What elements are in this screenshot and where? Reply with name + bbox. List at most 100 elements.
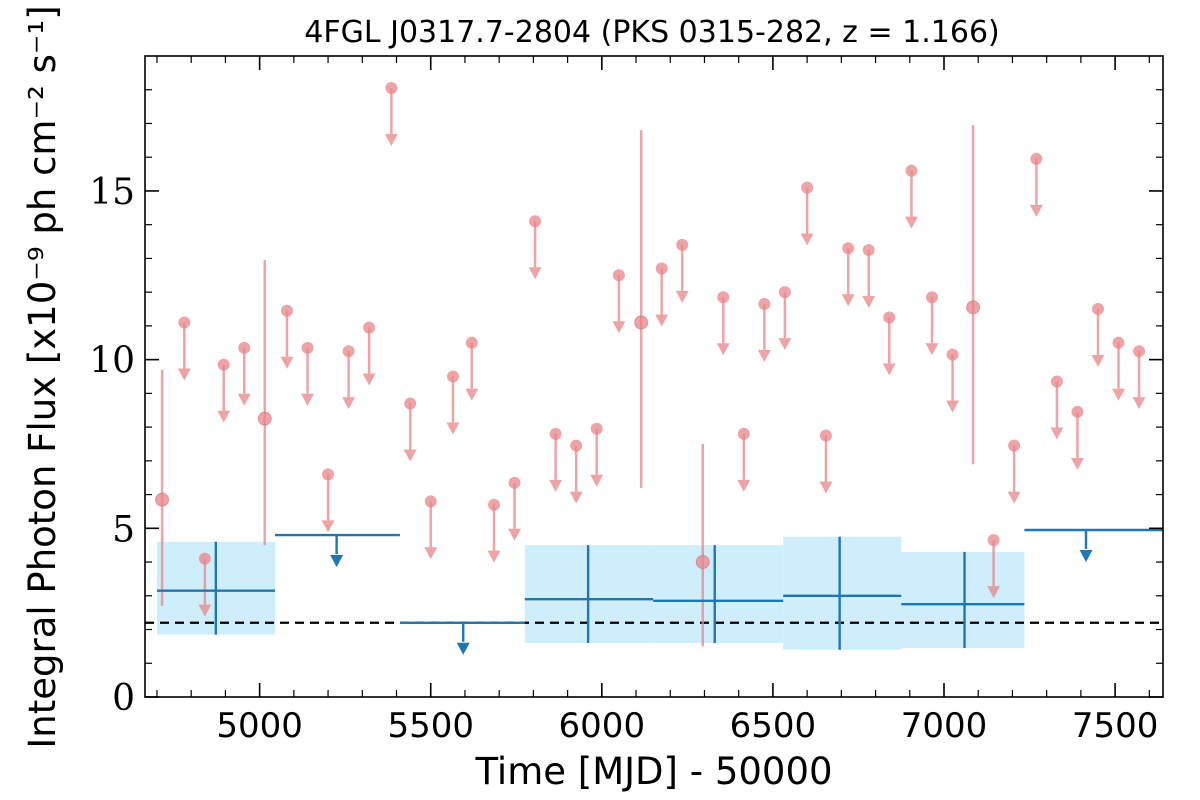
fine-upper-limit-arrow [675, 290, 689, 303]
fine-upper-limit-arrow [569, 491, 583, 504]
x-tick-label: 7500 [1072, 706, 1159, 746]
fine-upper-limit-arrow [280, 356, 294, 369]
fine-upper-limit-marker [549, 427, 562, 440]
x-tick-label: 7000 [901, 706, 988, 746]
fine-upper-limit-arrow [778, 338, 792, 351]
fine-upper-limit-marker [446, 370, 459, 383]
fine-upper-limit-arrow [800, 233, 814, 246]
fine-upper-limit-arrow [862, 295, 876, 308]
fine-upper-limit-arrow [465, 388, 479, 401]
fine-upper-limit-arrow [487, 550, 501, 563]
fine-upper-limit-arrow [757, 349, 771, 362]
fine-upper-limit-marker [946, 348, 959, 361]
fine-upper-limit-arrow [612, 321, 626, 334]
y-tick-label: 10 [89, 341, 135, 382]
fine-upper-limit-marker [1030, 152, 1043, 165]
fine-upper-limit-marker [862, 243, 875, 256]
fine-upper-limit-marker [178, 316, 191, 329]
fine-upper-limit-arrow [342, 397, 356, 410]
fine-upper-limit-marker [508, 476, 521, 489]
y-tick-label: 15 [89, 172, 135, 213]
fine-upper-limit-arrow [1050, 427, 1064, 440]
fine-upper-limit-marker [465, 336, 478, 349]
fine-upper-limit-marker [883, 311, 896, 324]
fine-upper-limit-arrow [987, 586, 1001, 599]
fine-upper-limit-marker [676, 238, 689, 251]
fine-upper-limit-marker [819, 429, 832, 442]
fine-upper-limit-arrow [528, 267, 542, 280]
fine-upper-limit-arrow [1112, 388, 1126, 401]
fine-upper-limit-marker [987, 534, 1000, 547]
fine-upper-limit-marker [570, 439, 583, 452]
fine-upper-limit-arrow [362, 373, 376, 386]
fine-upper-limit-arrow [1029, 204, 1043, 217]
fine-upper-limit-marker [717, 291, 730, 304]
fine-upper-limit-arrow [177, 368, 191, 381]
fine-upper-limit-arrow [1132, 397, 1146, 410]
fine-upper-limit-marker [342, 345, 355, 358]
coarse-error-band [653, 545, 784, 644]
fine-upper-limit-marker [198, 552, 211, 565]
fine-upper-limit-marker [842, 242, 855, 255]
fine-data-point [257, 411, 272, 426]
fine-upper-limit-marker [926, 291, 939, 304]
y-tick-label: 0 [112, 678, 135, 719]
fine-upper-limit-marker [281, 304, 294, 317]
fine-upper-limit-arrow [301, 393, 315, 406]
fine-upper-limit-arrow [925, 343, 939, 356]
fine-upper-limit-arrow [1091, 355, 1105, 368]
fine-upper-limit-marker [1008, 439, 1021, 452]
fine-upper-limit-marker [778, 286, 791, 299]
y-tick-label: 5 [112, 509, 135, 550]
fine-upper-limit-marker [1091, 303, 1104, 316]
fine-upper-limit-marker [217, 358, 230, 371]
coarse-upper-limit-arrow [456, 642, 470, 655]
coarse-upper-limit-arrow [330, 555, 344, 568]
fine-upper-limit-marker [612, 269, 625, 282]
fine-upper-limit-marker [655, 262, 668, 275]
x-axis-label: Time [MJD] - 50000 [474, 750, 832, 793]
fine-upper-limit-marker [1071, 405, 1084, 418]
fine-upper-limit-arrow [508, 528, 522, 541]
x-tick-label: 5500 [387, 706, 474, 746]
fine-data-point [966, 300, 981, 315]
fine-upper-limit-marker [488, 498, 501, 511]
fine-upper-limit-arrow [655, 314, 669, 327]
fine-upper-limit-arrow [321, 520, 335, 533]
fine-upper-limit-marker [529, 215, 542, 228]
fine-upper-limit-marker [590, 422, 603, 435]
fine-upper-limit-arrow [424, 547, 438, 560]
fine-upper-limit-arrow [904, 216, 918, 229]
fine-upper-limit-arrow [590, 474, 604, 487]
coarse-upper-limit-arrow [1079, 549, 1093, 562]
chart-title-text: 4FGL J0317.7-2804 (PKS 0315-282, z = 1.1… [304, 15, 999, 50]
fine-upper-limit-marker [322, 468, 335, 481]
fine-upper-limit-marker [404, 397, 417, 410]
x-tick-label: 6000 [559, 706, 646, 746]
fine-upper-limit-arrow [217, 410, 231, 423]
fine-upper-limit-arrow [237, 393, 251, 406]
fine-upper-limit-marker [758, 297, 771, 310]
fine-upper-limit-arrow [549, 479, 563, 492]
fine-upper-limit-arrow [1007, 491, 1021, 504]
fine-upper-limit-arrow [819, 481, 833, 494]
fine-upper-limit-arrow [198, 604, 212, 617]
fine-upper-limit-arrow [384, 134, 398, 147]
plot-frame [144, 55, 1164, 698]
fine-upper-limit-arrow [946, 400, 960, 413]
fine-upper-limit-marker [737, 427, 750, 440]
fine-upper-limit-arrow [716, 343, 730, 356]
fine-upper-limit-arrow [1070, 457, 1084, 470]
fine-data-point [695, 555, 710, 570]
fine-upper-limit-marker [1133, 345, 1146, 358]
fine-upper-limit-marker [905, 164, 918, 177]
coarse-error-band [783, 536, 902, 650]
fine-upper-limit-arrow [403, 449, 417, 462]
fine-upper-limit-arrow [841, 294, 855, 307]
fine-upper-limit-marker [1112, 336, 1125, 349]
fine-upper-limit-arrow [882, 363, 896, 376]
y-axis-label: Integral Photon Flux [x10⁻⁹ ph cm⁻² s⁻¹] [21, 5, 64, 748]
fine-data-point [155, 492, 170, 507]
fine-upper-limit-marker [801, 181, 814, 194]
